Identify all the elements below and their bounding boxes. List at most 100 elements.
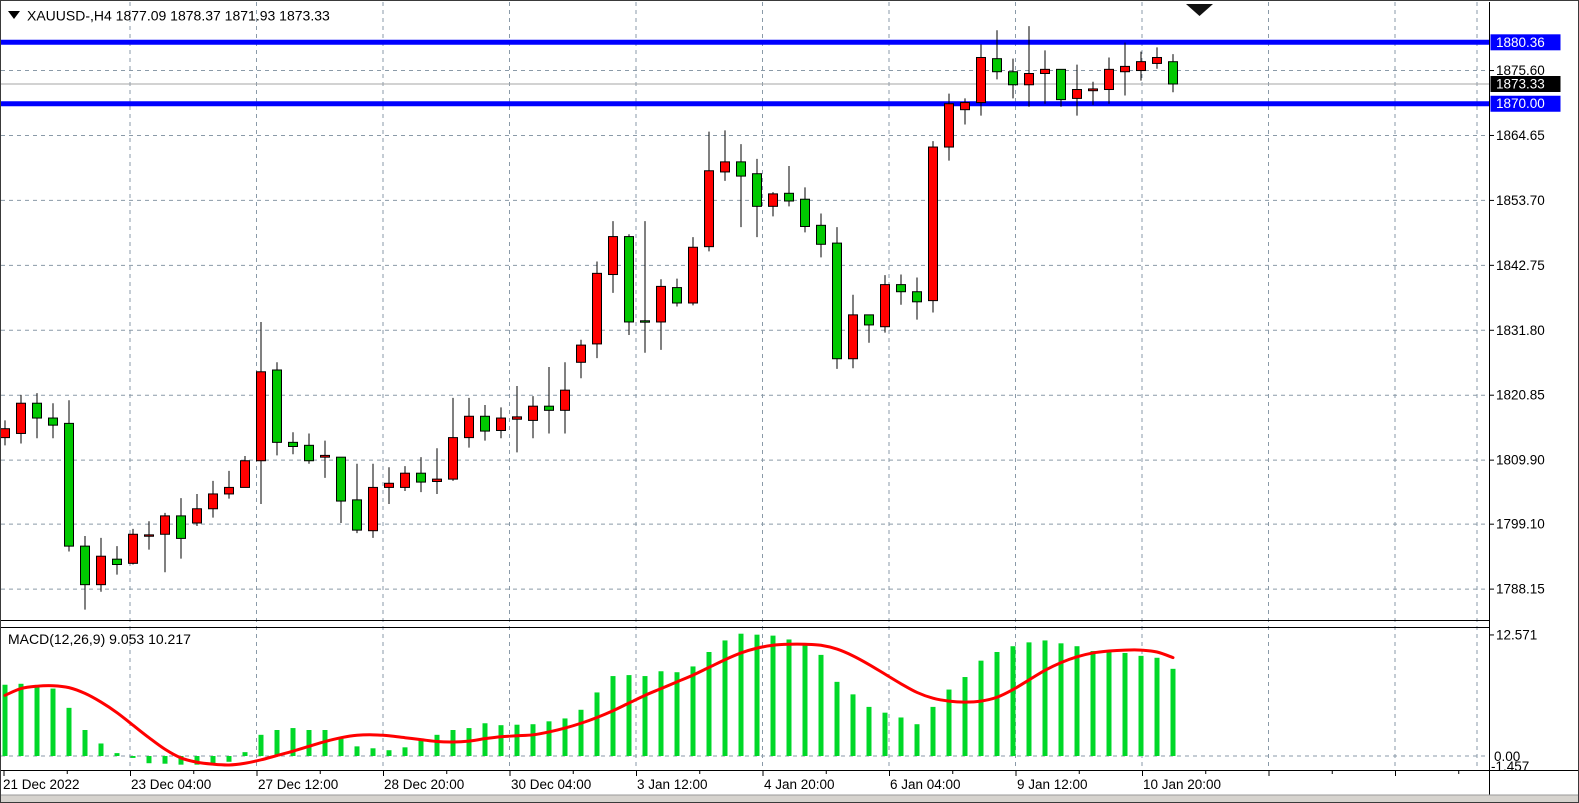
macd-histogram-bar (1074, 646, 1080, 756)
macd-histogram-bar (914, 724, 920, 756)
chart-shift-marker-icon[interactable] (1186, 4, 1213, 16)
candle-body (656, 285, 666, 323)
price-level-label: 1870.00 (1496, 96, 1545, 111)
price-tick-label: 1831.80 (1496, 323, 1545, 338)
candle-body (1072, 89, 1082, 99)
price-tick-label: 1788.15 (1496, 582, 1545, 597)
macd-histogram-bar (370, 748, 376, 756)
macd-histogram-bar (594, 692, 600, 756)
macd-signal-line (3, 642, 1175, 767)
macd-histogram-bar (178, 756, 184, 765)
macd-histogram-bar (514, 724, 520, 756)
candle-body (928, 146, 938, 302)
candle-body (512, 416, 522, 420)
macd-histogram-bar (898, 717, 904, 756)
macd-histogram-bar (338, 738, 344, 756)
macd-histogram-bar (1026, 642, 1032, 756)
macd-histogram-bar (162, 756, 168, 764)
candle-body (736, 161, 746, 177)
macd-histogram-bar (290, 728, 296, 756)
macd-histogram-bar (418, 738, 424, 756)
candle-body (960, 102, 970, 111)
macd-histogram-bar (242, 752, 248, 756)
macd-histogram-bar (546, 721, 552, 756)
candle-body (992, 58, 1002, 73)
horizontal-price-lines[interactable] (1, 39, 1489, 107)
candle-body (800, 198, 810, 227)
time-label: 3 Jan 12:00 (637, 777, 708, 792)
price-tick-label: 1842.75 (1496, 258, 1545, 273)
candle-body (944, 103, 954, 148)
candle-body (864, 314, 874, 326)
macd-histogram-bar (1154, 657, 1160, 756)
macd-histogram-bar (354, 746, 360, 756)
candle-body (752, 173, 762, 207)
grid-lines (1, 2, 1489, 770)
time-label: 28 Dec 20:00 (384, 777, 464, 792)
time-axis[interactable]: 21 Dec 2022 23 Dec 04:00 27 Dec 12:00 28 De… (3, 770, 1460, 792)
macd-histogram-bar (562, 718, 568, 756)
macd-histogram-bar (402, 747, 408, 756)
macd-histogram-bar (1170, 668, 1176, 756)
macd-histogram-bar (530, 724, 536, 756)
macd-group (2, 633, 1176, 767)
candle-body (608, 236, 618, 276)
price-level-label-bg (1490, 34, 1561, 51)
macd-label: MACD(12,26,9) 9.053 10.217 (8, 631, 191, 647)
candle-body (336, 456, 346, 502)
macd-histogram-bar (706, 651, 712, 756)
macd-histogram-bar (738, 633, 744, 756)
candle-body (1136, 61, 1146, 72)
macd-histogram-bar (130, 756, 136, 758)
macd-histogram-bar (834, 681, 840, 756)
macd-histogram-bar (978, 660, 984, 756)
candle-body (176, 515, 186, 539)
macd-histogram-bar (50, 688, 56, 756)
macd-histogram-bar (930, 706, 936, 756)
candle-body (240, 460, 250, 488)
candle-body (0, 428, 10, 439)
candle-body (96, 555, 106, 586)
candle-body (224, 486, 234, 495)
macd-histogram-bar (866, 706, 872, 756)
candle-body (432, 478, 442, 482)
macd-histogram-bar (626, 675, 632, 756)
macd-histogram-bar (962, 677, 968, 756)
price-axis[interactable]: 1875.60 1864.65 1853.70 1842.75 1831.80 1820.… (1489, 34, 1561, 774)
macd-histogram-bar (770, 635, 776, 756)
candle-body (528, 405, 538, 421)
macd-histogram-bar (194, 756, 200, 765)
candle-body (544, 405, 554, 411)
candle-body (416, 472, 426, 483)
candle-body (1152, 56, 1162, 64)
candle-body (128, 533, 138, 564)
macd-histogram-bar (1058, 643, 1064, 756)
candle-body (720, 161, 730, 173)
candle-body (560, 389, 570, 411)
price-level-label: 1880.36 (1496, 35, 1545, 50)
candle-body (1088, 88, 1098, 92)
macd-histogram-bar (642, 676, 648, 756)
time-label: 30 Dec 04:00 (511, 777, 591, 792)
candle-body (1120, 65, 1130, 73)
macd-histogram-bar (258, 734, 264, 756)
macd-histogram-bar (434, 734, 440, 756)
macd-histogram-bar (306, 729, 312, 756)
price-tick-label: 1875.60 (1496, 63, 1545, 78)
macd-histogram-bar (274, 729, 280, 756)
macd-histogram-bar (1090, 651, 1096, 756)
macd-scale-top: 12.571 (1496, 627, 1537, 642)
macd-histogram-bar (610, 676, 616, 756)
candle-body (912, 291, 922, 303)
price-level-label-bg (1490, 95, 1561, 112)
macd-histogram-bar (498, 725, 504, 756)
macd-histogram-bar (2, 684, 8, 756)
chart-title: XAUUSD-,H4 1877.09 1878.37 1871.93 1873.… (27, 8, 330, 24)
candle-body (704, 170, 714, 248)
price-tick-label: 1864.65 (1496, 128, 1545, 143)
candles-group (0, 26, 1178, 610)
candle-body (1104, 68, 1114, 91)
